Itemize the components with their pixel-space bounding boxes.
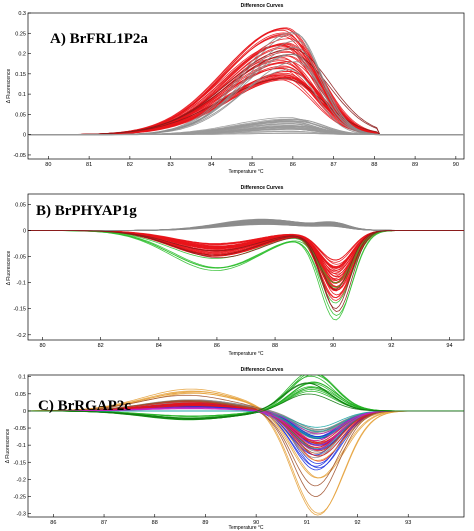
panel-a-x-ticks: 80 81 82 83 84 85 86 87 88 89 90 bbox=[45, 156, 459, 168]
panel-c: Difference Curves 86 87 88 89 90 91 92 93 -0.3-… bbox=[5, 367, 465, 531]
y-tick-label: 0.1 bbox=[18, 92, 26, 98]
x-tick-label: 88 bbox=[272, 343, 278, 349]
curve-gray-low-32 bbox=[28, 127, 464, 136]
panel-c-label: C) BrRGAP2c bbox=[38, 398, 131, 414]
y-tick-label: -0.3 bbox=[17, 512, 26, 518]
x-tick-label: 87 bbox=[331, 162, 337, 168]
y-tick-label: 0 bbox=[23, 229, 26, 235]
panel-a-title: Difference Curves bbox=[241, 3, 284, 9]
x-tick-label: 81 bbox=[86, 162, 92, 168]
panel-a-ylabel: Δ Fluorescence bbox=[6, 69, 12, 104]
y-tick-label: 0 bbox=[23, 133, 26, 139]
y-tick-label: -0.1 bbox=[17, 443, 26, 449]
panel-c-x-ticks: 86 87 88 89 90 91 92 93 bbox=[50, 514, 411, 526]
panel-a-y-ticks: -0.05 0 0.05 0.1 0.15 0.2 0.25 0.3 bbox=[13, 11, 31, 159]
panel-c-curves bbox=[28, 375, 464, 516]
x-tick-label: 90 bbox=[330, 343, 336, 349]
x-tick-label: 86 bbox=[50, 520, 56, 526]
panel-c-plot-area bbox=[27, 374, 465, 518]
x-tick-label: 91 bbox=[304, 520, 310, 526]
panel-a-curves bbox=[28, 27, 464, 136]
x-tick-label: 83 bbox=[168, 162, 174, 168]
y-tick-label: 0.15 bbox=[15, 72, 26, 78]
x-tick-label: 87 bbox=[101, 520, 107, 526]
panel-b-curves bbox=[28, 218, 464, 321]
y-tick-label: -0.05 bbox=[13, 255, 26, 261]
y-tick-label: -0.25 bbox=[13, 494, 26, 500]
panel-b-title: Difference Curves bbox=[241, 185, 284, 191]
panel-c-y-ticks: -0.3 -0.25 -0.2 -0.15 -0.1 -0.05 0 0.05 0.1 bbox=[13, 375, 31, 518]
panel-c-ylabel: Δ Fluorescence bbox=[5, 429, 11, 464]
y-tick-label: 0.1 bbox=[18, 375, 26, 381]
x-tick-label: 90 bbox=[453, 162, 459, 168]
panel-a: Difference Curves 80 81 82 83 84 85 86 87 88 89 90… bbox=[6, 3, 465, 175]
x-tick-label: 84 bbox=[156, 343, 162, 349]
y-tick-label: -0.2 bbox=[17, 333, 26, 339]
curve-darkred-3 bbox=[28, 230, 464, 313]
y-tick-label: -0.2 bbox=[17, 477, 26, 483]
x-tick-label: 89 bbox=[412, 162, 418, 168]
y-tick-label: 0.05 bbox=[15, 392, 26, 398]
x-tick-label: 88 bbox=[152, 520, 158, 526]
x-tick-label: 80 bbox=[39, 343, 45, 349]
x-tick-label: 86 bbox=[290, 162, 296, 168]
y-tick-label: -0.05 bbox=[13, 153, 26, 159]
x-tick-label: 92 bbox=[388, 343, 394, 349]
x-tick-label: 93 bbox=[405, 520, 411, 526]
y-tick-label: 0.05 bbox=[15, 112, 26, 118]
x-tick-label: 80 bbox=[45, 162, 51, 168]
x-tick-label: 82 bbox=[127, 162, 133, 168]
x-tick-label: 82 bbox=[98, 343, 104, 349]
panel-b-y-ticks: -0.2 -0.15 -0.1 -0.05 0 0.05 bbox=[13, 202, 31, 339]
x-tick-label: 86 bbox=[214, 343, 220, 349]
x-tick-label: 85 bbox=[249, 162, 255, 168]
panel-b-plot-area bbox=[27, 193, 465, 341]
x-tick-label: 88 bbox=[371, 162, 377, 168]
y-tick-label: -0.15 bbox=[13, 307, 26, 313]
y-tick-label: -0.15 bbox=[13, 460, 26, 466]
x-tick-label: 92 bbox=[354, 520, 360, 526]
x-tick-label: 84 bbox=[208, 162, 214, 168]
y-tick-label: -0.05 bbox=[13, 426, 26, 432]
panel-b-xlabel: Temperature °C bbox=[228, 351, 263, 357]
x-tick-label: 89 bbox=[202, 520, 208, 526]
panel-b-ylabel: Δ Fluorescence bbox=[6, 251, 12, 286]
panel-b-label: B) BrPHYAP1g bbox=[36, 203, 137, 219]
curve-darkgreen-3 bbox=[28, 382, 464, 419]
panel-b-x-ticks: 80 82 84 86 88 90 92 94 bbox=[39, 337, 453, 349]
y-tick-label: 0.3 bbox=[18, 11, 26, 17]
y-tick-label: 0.25 bbox=[15, 31, 26, 37]
panel-a-label: A) BrFRL1P2a bbox=[50, 31, 148, 47]
panel-c-xlabel: Temperature °C bbox=[228, 525, 263, 531]
panel-c-title: Difference Curves bbox=[241, 367, 284, 373]
y-tick-label: 0.2 bbox=[18, 52, 26, 58]
panel-b: Difference Curves 80 82 84 86 88 90 92 94 -0.2-… bbox=[6, 185, 465, 357]
panel-a-xlabel: Temperature °C bbox=[228, 169, 263, 175]
y-tick-label: -0.1 bbox=[17, 281, 26, 287]
y-tick-label: 0.05 bbox=[15, 202, 26, 208]
x-tick-label: 94 bbox=[446, 343, 452, 349]
x-tick-label: 90 bbox=[253, 520, 259, 526]
y-tick-label: 0 bbox=[23, 409, 26, 415]
